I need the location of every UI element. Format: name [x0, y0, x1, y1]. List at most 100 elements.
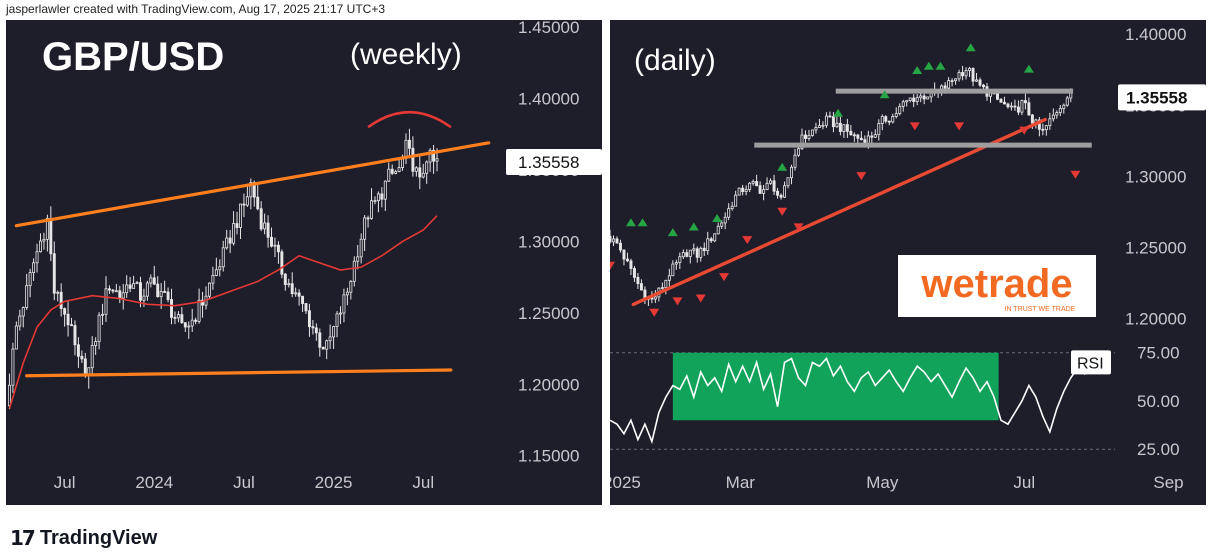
weekly-candle-body: [325, 340, 329, 350]
weekly-candle-body: [25, 285, 29, 308]
weekly-resistance-arc: [367, 110, 452, 129]
weekly-candle-body: [101, 313, 105, 316]
daily-up-signal-arrow: [637, 218, 648, 227]
weekly-candle-body: [128, 284, 132, 289]
daily-x-axis: 2025 Mar May Jul Sep: [610, 473, 1184, 492]
daily-candle-body: [720, 222, 724, 227]
daily-candle-body: [838, 122, 842, 132]
weekly-candle-body: [359, 238, 363, 258]
weekly-candle-body: [280, 251, 284, 275]
daily-candle-body: [699, 247, 703, 258]
daily-candle-body: [786, 177, 790, 187]
daily-candle-body: [859, 137, 863, 141]
weekly-candle-body: [301, 295, 305, 304]
daily-candle-body: [873, 134, 877, 138]
weekly-chart-subtitle: (weekly): [350, 38, 462, 71]
weekly-candle-body: [239, 203, 242, 228]
daily-candle-body: [842, 124, 846, 132]
daily-candle-body: [664, 279, 668, 288]
weekly-chart-title: GBP/USD: [42, 35, 224, 79]
weekly-candle-body: [328, 336, 332, 342]
weekly-candle-body: [276, 244, 280, 253]
daily-candle-body: [702, 247, 706, 252]
daily-candle-body: [828, 115, 832, 118]
weekly-candle-body: [49, 217, 53, 255]
daily-candle-body: [636, 276, 640, 284]
daily-chart-panel[interactable]: 1.400001.350001.300001.250001.200001.355…: [610, 20, 1206, 505]
weekly-candle-body: [376, 193, 380, 202]
daily-candle-body: [887, 120, 891, 123]
daily-candle-body: [824, 115, 828, 126]
rsi-y-tick-label: 50.00: [1137, 392, 1180, 411]
daily-candle-body: [964, 70, 968, 77]
weekly-candle-body: [307, 310, 311, 328]
daily-candle-body: [713, 233, 717, 242]
daily-candle-body: [999, 98, 1003, 103]
chart-attribution: jasperlawler created with TradingView.co…: [6, 2, 385, 16]
daily-candle-body: [1023, 100, 1027, 104]
daily-candle-body: [807, 134, 811, 139]
weekly-chart-panel[interactable]: 1.450001.400001.350001.300001.250001.200…: [6, 20, 602, 505]
weekly-candle-body: [387, 168, 391, 182]
weekly-candle-body: [380, 193, 384, 200]
wetrade-logo-background: [898, 255, 1096, 317]
weekly-candle-body: [70, 324, 73, 327]
rsi-y-tick-label: 25.00: [1137, 440, 1180, 459]
weekly-candle-body: [207, 282, 211, 297]
weekly-candle-body: [214, 269, 218, 276]
daily-y-tick-label: 1.20000: [1125, 310, 1186, 329]
daily-candle-body: [776, 190, 780, 196]
weekly-candle-body: [235, 223, 239, 228]
daily-up-signal-arrow: [923, 61, 934, 70]
weekly-candle-body: [197, 299, 201, 322]
weekly-candle-body: [111, 289, 115, 292]
daily-x-tick-label: Jul: [1013, 473, 1035, 492]
daily-chart-svg[interactable]: 1.400001.350001.300001.250001.200001.355…: [610, 20, 1206, 505]
daily-chart-subtitle: (daily): [634, 44, 716, 77]
daily-y-tick-label: 1.30000: [1125, 167, 1186, 186]
daily-candle-body: [835, 122, 839, 128]
weekly-candle-body: [132, 283, 136, 289]
daily-candle-body: [950, 80, 954, 83]
daily-candle-body: [1016, 106, 1020, 113]
daily-last-price-label: 1.35558: [1126, 88, 1187, 107]
weekly-candle-body: [383, 180, 387, 200]
rsi-label-badge: [1071, 350, 1111, 375]
daily-candle-body: [730, 205, 734, 210]
weekly-y-tick-label: 1.25000: [518, 304, 579, 323]
weekly-x-tick-label: 2024: [135, 473, 173, 492]
daily-candle-body: [804, 134, 807, 139]
daily-up-signal-arrow: [935, 61, 946, 70]
weekly-candle-body: [90, 345, 94, 369]
daily-candle-body: [1027, 102, 1031, 116]
daily-candle-body: [814, 127, 818, 131]
weekly-candle-body: [166, 291, 170, 300]
weekly-chart-svg[interactable]: 1.450001.400001.350001.300001.250001.200…: [6, 20, 602, 505]
daily-down-signal-arrow: [1019, 126, 1030, 135]
daily-candle-body: [618, 242, 622, 251]
daily-up-signal-arrow: [667, 228, 678, 237]
daily-candle-body: [968, 68, 972, 71]
weekly-y-tick-label: 1.45000: [518, 20, 579, 37]
daily-candle-body: [793, 154, 797, 168]
daily-candle-body: [790, 166, 794, 179]
weekly-candle-body: [242, 203, 246, 206]
weekly-candle-body: [187, 325, 191, 328]
weekly-candle-body: [294, 292, 298, 295]
weekly-candle-body: [425, 161, 429, 174]
daily-candle-body: [1055, 112, 1059, 116]
weekly-candle-body: [287, 283, 291, 286]
weekly-candle-body: [411, 147, 415, 172]
daily-candle-body: [765, 182, 769, 191]
weekly-candle-body: [314, 327, 318, 334]
weekly-candle-body: [290, 283, 294, 294]
weekly-candle-body: [407, 139, 411, 149]
weekly-candle-body: [28, 272, 32, 287]
daily-candle-body: [870, 135, 874, 138]
weekly-candle-body: [249, 182, 253, 198]
weekly-candle-body: [183, 322, 187, 328]
weekly-candle-body: [56, 291, 60, 294]
weekly-candle-body: [52, 253, 56, 294]
daily-candle-body: [975, 79, 979, 82]
weekly-candle-body: [139, 282, 142, 301]
